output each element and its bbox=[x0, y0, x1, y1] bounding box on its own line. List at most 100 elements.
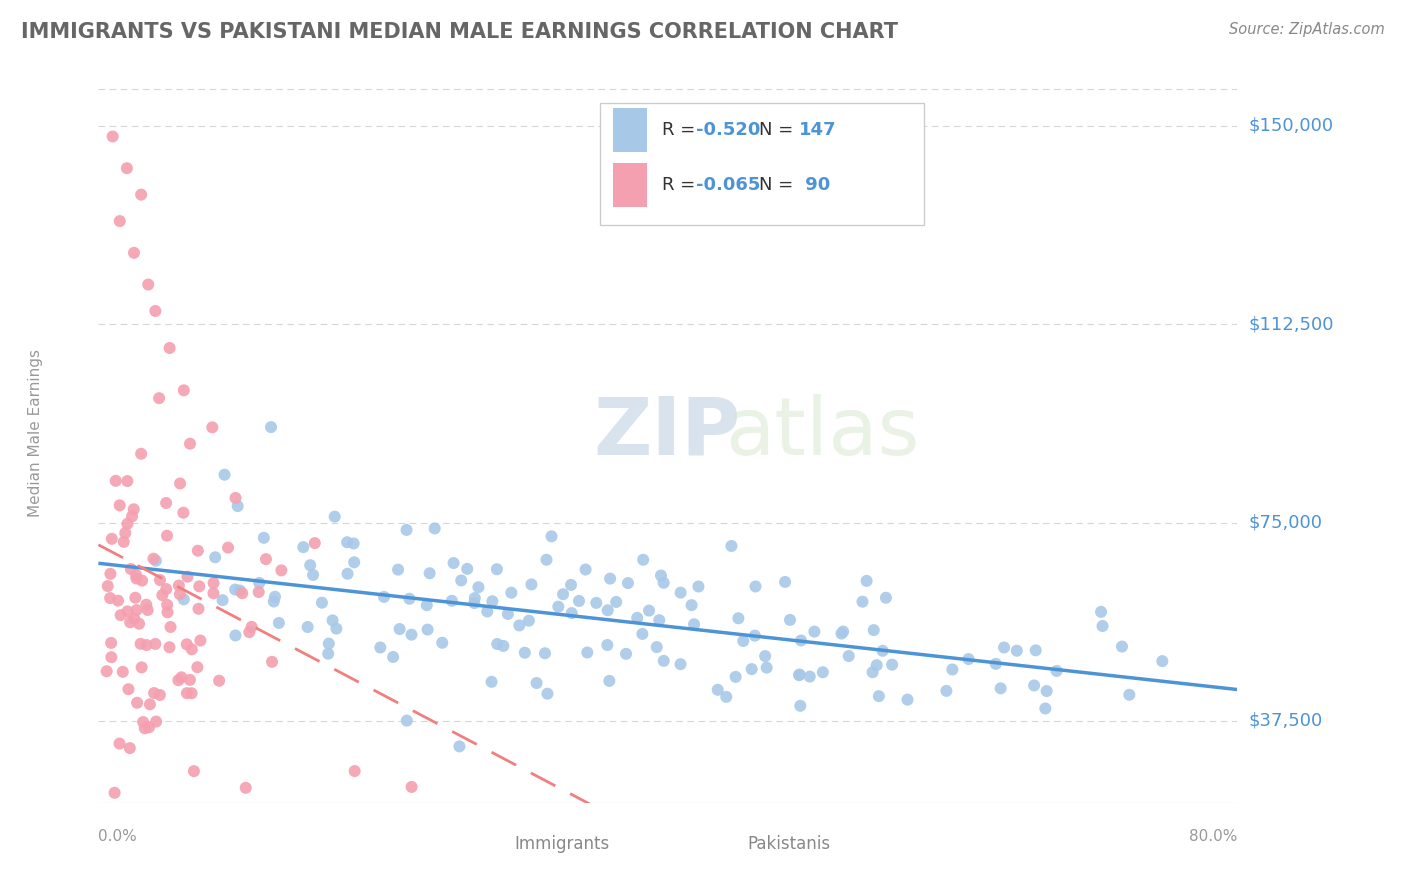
Point bbox=[733, 634, 755, 648]
Text: -0.065: -0.065 bbox=[696, 176, 761, 194]
Point bbox=[789, 698, 811, 713]
Point bbox=[880, 657, 903, 672]
Point bbox=[247, 576, 270, 591]
Point bbox=[599, 572, 621, 586]
Point bbox=[156, 529, 179, 543]
Point bbox=[343, 555, 366, 569]
Point bbox=[1152, 654, 1174, 668]
Point bbox=[100, 566, 122, 581]
Point bbox=[125, 568, 148, 582]
Point bbox=[449, 739, 471, 754]
Point bbox=[706, 682, 728, 697]
Point bbox=[155, 582, 177, 596]
Point bbox=[935, 684, 957, 698]
Point bbox=[136, 603, 159, 617]
Point bbox=[253, 531, 276, 545]
Point bbox=[1024, 678, 1046, 692]
Point bbox=[170, 670, 193, 684]
Point bbox=[131, 660, 153, 674]
Text: atlas: atlas bbox=[725, 393, 920, 472]
Point bbox=[270, 563, 292, 577]
Point bbox=[1033, 701, 1056, 715]
Point bbox=[238, 625, 260, 640]
Text: $150,000: $150,000 bbox=[1249, 117, 1334, 135]
Point bbox=[172, 506, 194, 520]
Point bbox=[260, 655, 283, 669]
Point bbox=[169, 476, 191, 491]
Point bbox=[120, 615, 142, 630]
Point bbox=[323, 509, 346, 524]
Point bbox=[724, 670, 747, 684]
Point bbox=[568, 594, 591, 608]
Point bbox=[720, 539, 742, 553]
Point bbox=[318, 637, 340, 651]
Point bbox=[176, 637, 198, 651]
Point bbox=[536, 553, 558, 567]
Point bbox=[263, 594, 285, 608]
Point bbox=[229, 583, 252, 598]
Point bbox=[866, 658, 889, 673]
Point bbox=[368, 640, 391, 655]
Point bbox=[187, 543, 209, 558]
Point bbox=[993, 640, 1015, 655]
Point bbox=[231, 586, 253, 600]
Point bbox=[104, 786, 127, 800]
Point bbox=[304, 536, 326, 550]
Point bbox=[540, 529, 562, 543]
Point bbox=[481, 674, 503, 689]
Point bbox=[167, 578, 190, 592]
Point bbox=[247, 585, 270, 599]
Point bbox=[485, 562, 508, 576]
Point bbox=[186, 660, 208, 674]
Point bbox=[669, 585, 692, 599]
Point bbox=[517, 614, 540, 628]
Point bbox=[114, 525, 136, 540]
Point bbox=[142, 551, 165, 566]
Point bbox=[297, 620, 319, 634]
Point bbox=[464, 591, 486, 606]
Text: Immigrants: Immigrants bbox=[515, 835, 609, 853]
Point bbox=[96, 665, 118, 679]
Point bbox=[576, 646, 599, 660]
Point bbox=[395, 523, 418, 537]
Point bbox=[108, 737, 131, 751]
Point bbox=[129, 637, 152, 651]
Point bbox=[125, 572, 148, 586]
Point bbox=[179, 673, 201, 687]
Point bbox=[862, 665, 884, 680]
Text: R =: R = bbox=[662, 176, 702, 194]
Point bbox=[450, 574, 472, 588]
Point bbox=[343, 764, 366, 778]
Point bbox=[990, 681, 1012, 696]
Text: $37,500: $37,500 bbox=[1249, 712, 1323, 730]
Point bbox=[267, 615, 290, 630]
Point bbox=[789, 667, 811, 681]
Point bbox=[467, 580, 489, 594]
Point bbox=[598, 673, 620, 688]
Point bbox=[463, 596, 485, 610]
Point bbox=[1111, 640, 1133, 654]
Point bbox=[855, 574, 877, 588]
Point bbox=[790, 633, 813, 648]
Text: N =: N = bbox=[759, 176, 799, 194]
Point bbox=[149, 573, 172, 587]
Point bbox=[416, 598, 439, 612]
FancyBboxPatch shape bbox=[690, 827, 737, 860]
Point bbox=[150, 588, 173, 602]
Point bbox=[202, 576, 225, 591]
Point bbox=[264, 590, 287, 604]
Text: -0.520: -0.520 bbox=[696, 120, 761, 139]
Point bbox=[811, 665, 834, 680]
Point bbox=[585, 596, 607, 610]
Point bbox=[456, 562, 478, 576]
Point bbox=[547, 599, 569, 614]
Point bbox=[129, 187, 152, 202]
Point bbox=[134, 722, 156, 736]
Point bbox=[201, 420, 224, 434]
Point bbox=[681, 598, 703, 612]
Point bbox=[117, 516, 139, 531]
Point bbox=[100, 636, 122, 650]
Point bbox=[398, 591, 420, 606]
Point bbox=[121, 509, 143, 524]
Point bbox=[311, 596, 333, 610]
